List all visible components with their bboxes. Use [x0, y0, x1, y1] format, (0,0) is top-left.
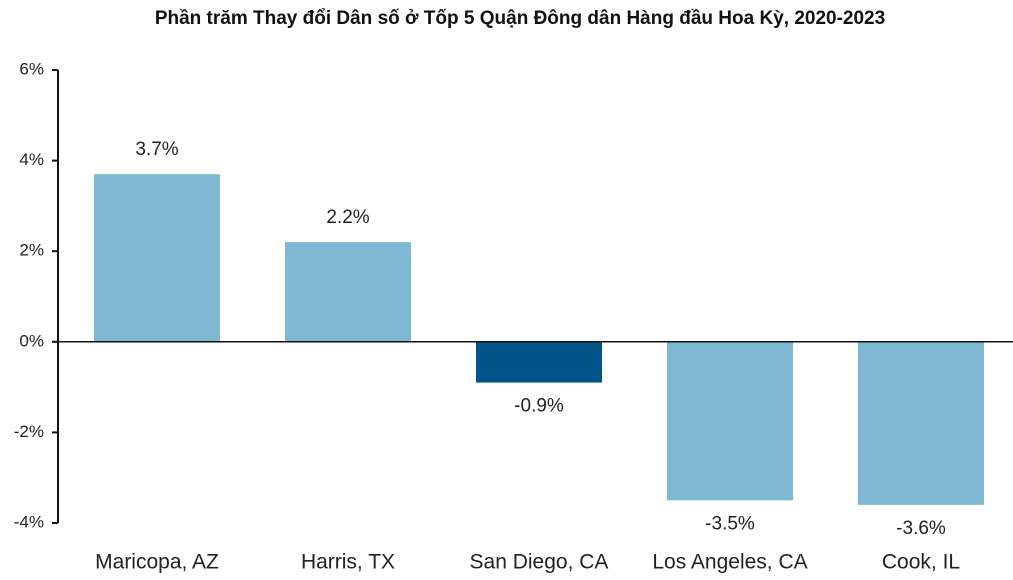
x-tick-label: Harris, TX: [301, 551, 395, 574]
y-tick-label: 0%: [19, 331, 44, 350]
y-tick-label: 2%: [19, 241, 44, 260]
y-tick-label: -2%: [14, 422, 44, 441]
bar: [858, 341, 984, 505]
x-tick-label: Los Angeles, CA: [652, 551, 807, 574]
chart-title: Phần trăm Thay đổi Dân số ở Tốp 5 Quận Đ…: [154, 8, 886, 29]
bar: [476, 341, 602, 383]
data-label: -3.5%: [705, 513, 755, 534]
y-tick-label: 4%: [19, 150, 44, 169]
data-label: -3.6%: [896, 518, 946, 539]
x-tick-label: Cook, IL: [882, 551, 960, 574]
bar: [667, 341, 793, 501]
data-label: -0.9%: [514, 396, 564, 417]
data-label: 2.2%: [326, 207, 369, 228]
data-label: 3.7%: [135, 139, 178, 160]
x-tick-label: San Diego, CA: [470, 551, 609, 574]
y-tick-label: 6%: [19, 59, 44, 78]
y-tick-label: -4%: [14, 512, 44, 531]
bar: [285, 242, 411, 342]
x-tick-label: Maricopa, AZ: [95, 551, 219, 574]
bar: [94, 174, 220, 342]
